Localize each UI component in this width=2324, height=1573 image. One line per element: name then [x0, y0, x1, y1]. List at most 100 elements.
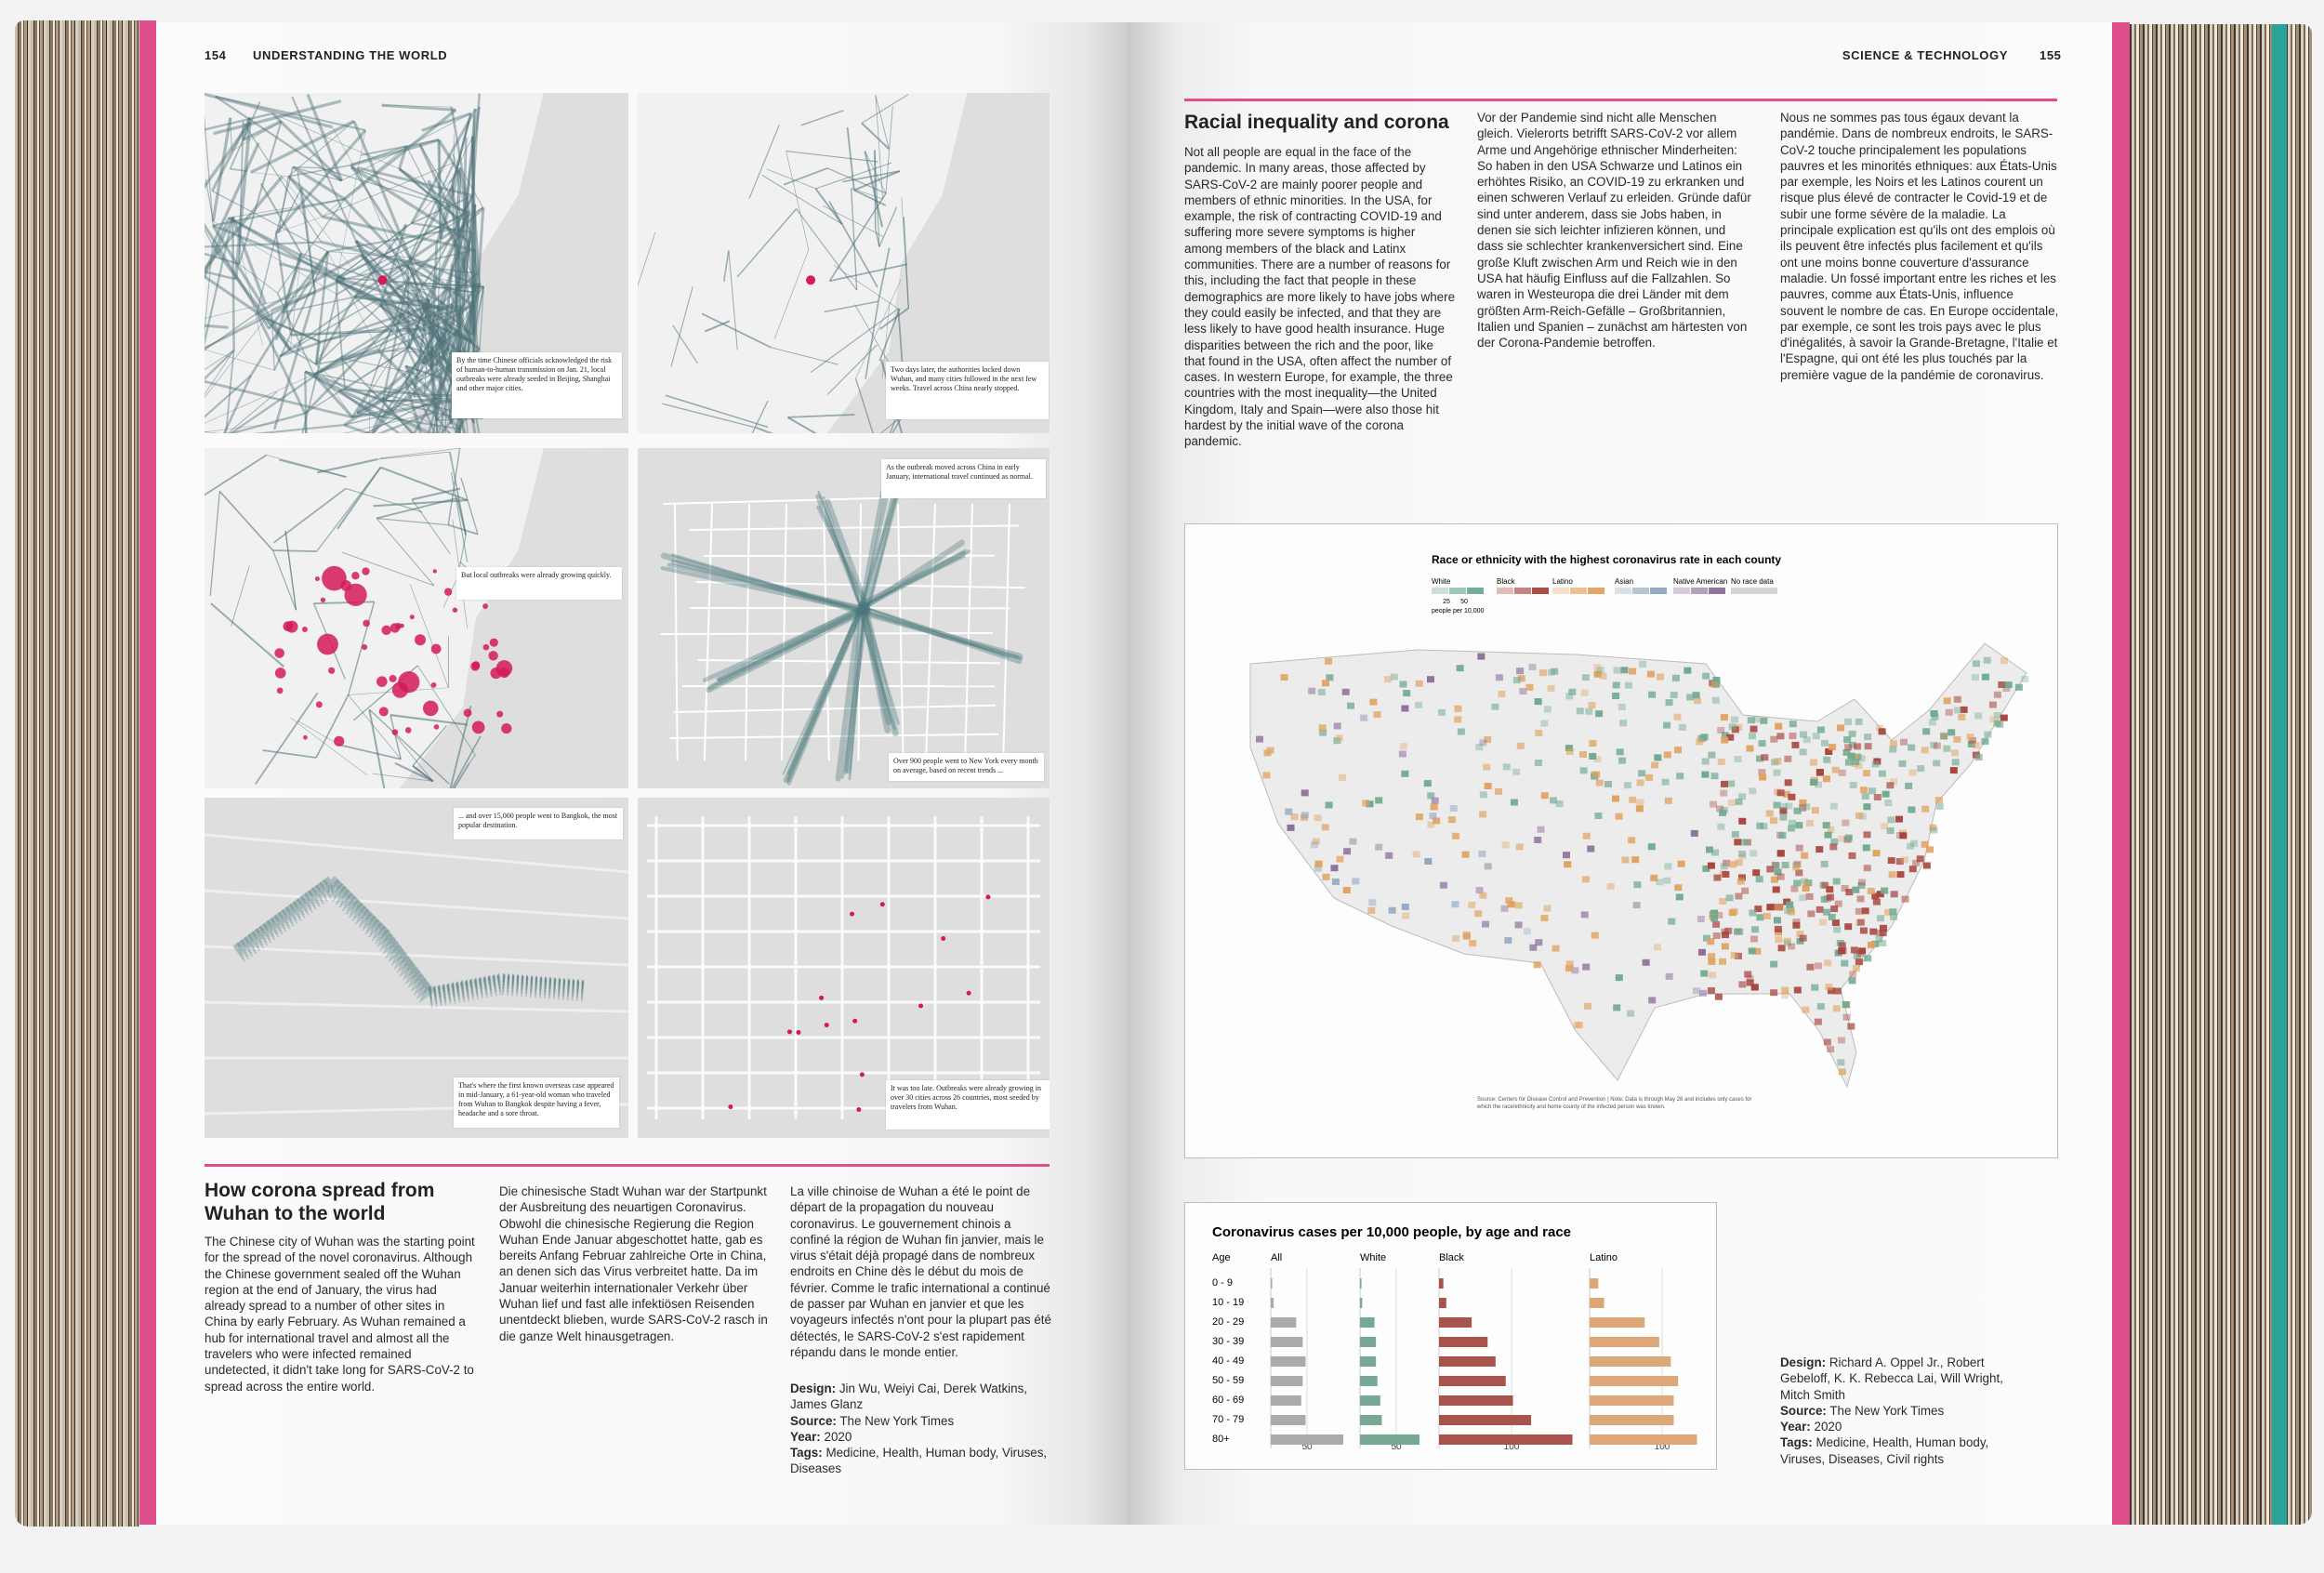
- county: [1461, 851, 1470, 858]
- county: [1719, 958, 1726, 965]
- outbreak-dot: [378, 707, 389, 717]
- route: [745, 503, 750, 761]
- county: [1479, 811, 1487, 818]
- county: [1665, 699, 1673, 707]
- legend-swatch: [1552, 588, 1569, 594]
- county: [1788, 793, 1796, 800]
- county: [1722, 871, 1730, 878]
- bar: [1439, 1298, 1446, 1308]
- flight-path: [840, 608, 866, 779]
- route: [304, 413, 307, 433]
- flight-path: [702, 604, 868, 682]
- route: [271, 310, 275, 371]
- route: [408, 347, 437, 366]
- county: [1858, 947, 1867, 955]
- county: [1735, 952, 1742, 959]
- county: [1579, 767, 1588, 774]
- route: [319, 310, 457, 343]
- route: [205, 217, 234, 347]
- legend-swatch: [1615, 588, 1631, 594]
- route: [455, 169, 462, 230]
- county: [1534, 837, 1542, 843]
- county: [1719, 898, 1727, 905]
- flight-path: [859, 605, 1023, 665]
- route: [412, 298, 430, 398]
- route: [372, 329, 453, 433]
- credit-line: Source: The New York Times: [790, 1413, 1050, 1429]
- county: [1663, 721, 1671, 729]
- legend-swatch: [1731, 588, 1777, 594]
- county: [1535, 939, 1543, 946]
- county: [1730, 952, 1738, 959]
- county: [1741, 887, 1750, 894]
- county: [1983, 656, 1991, 664]
- route: [469, 754, 476, 764]
- county: [1564, 861, 1572, 868]
- outbreak-dot: [463, 708, 472, 718]
- route: [345, 487, 423, 513]
- county: [1514, 921, 1523, 929]
- county: [1498, 690, 1506, 697]
- county: [1967, 740, 1975, 747]
- county: [1838, 942, 1846, 949]
- county: [1362, 800, 1370, 807]
- route: [672, 324, 698, 364]
- county: [1318, 724, 1327, 732]
- route: [786, 151, 810, 250]
- credit-line: Year: 2020: [790, 1429, 1050, 1445]
- route: [450, 471, 469, 562]
- route: [364, 398, 438, 433]
- route: [425, 309, 475, 337]
- route: [471, 231, 475, 352]
- county: [1809, 759, 1817, 766]
- route: [865, 151, 887, 194]
- land: [205, 448, 544, 788]
- county: [1595, 779, 1604, 786]
- map-panel: Two days later, the authorities locked d…: [638, 93, 1050, 433]
- outbreak-dot: [489, 638, 498, 647]
- route: [407, 264, 456, 385]
- route: [891, 415, 904, 433]
- county: [1565, 693, 1574, 700]
- route: [379, 206, 484, 307]
- county: [1759, 773, 1767, 781]
- county: [1832, 878, 1841, 885]
- county: [1484, 863, 1492, 870]
- county: [1868, 787, 1876, 795]
- route: [875, 95, 883, 200]
- county: [1595, 710, 1604, 718]
- county: [1823, 756, 1831, 763]
- route: [211, 224, 292, 351]
- county: [1581, 674, 1590, 681]
- route: [310, 272, 438, 308]
- route: [411, 169, 461, 224]
- county: [1928, 719, 1936, 726]
- county: [1415, 702, 1422, 708]
- route: [826, 167, 887, 194]
- county: [1838, 835, 1846, 842]
- flight-path: [863, 606, 1010, 659]
- county: [1714, 993, 1723, 1000]
- county: [1457, 728, 1465, 735]
- route: [689, 524, 1019, 531]
- route: [418, 143, 465, 239]
- county: [1592, 771, 1601, 778]
- county: [1412, 851, 1420, 858]
- county: [1800, 731, 1807, 738]
- outbreak-dot: [501, 722, 512, 734]
- route: [322, 145, 407, 218]
- flight-path: [860, 479, 892, 615]
- county: [2002, 685, 2011, 692]
- article-text-de: Vor der Pandemie sind nicht alle Mensche…: [1477, 111, 1751, 350]
- route: [271, 112, 400, 169]
- route: [232, 217, 263, 346]
- outbreak-dot: [376, 676, 388, 687]
- route: [368, 708, 450, 785]
- panel-graphic: [647, 816, 1040, 1119]
- route: [205, 274, 267, 320]
- route: [228, 217, 346, 281]
- route: [273, 487, 347, 544]
- county: [1701, 771, 1710, 778]
- county: [1930, 826, 1938, 834]
- outbreak-dot: [859, 1072, 865, 1077]
